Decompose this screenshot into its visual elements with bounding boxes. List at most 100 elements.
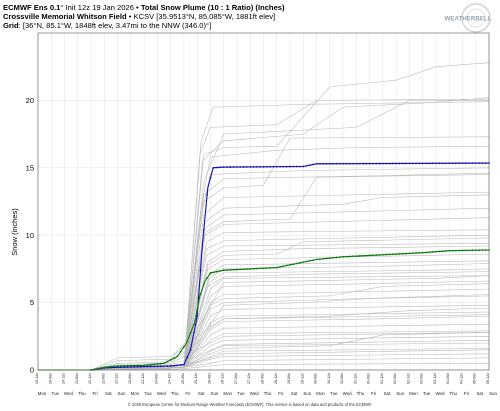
station-name: Crossville Memorial Whitson Field <box>3 12 127 21</box>
control-point <box>169 365 172 367</box>
control-point <box>408 162 411 165</box>
control-point <box>411 162 414 165</box>
x-date-tick-label: 20-12z <box>62 373 66 384</box>
control-point <box>418 162 421 165</box>
mean-point <box>381 253 384 256</box>
mean-point <box>186 340 189 343</box>
mean-point <box>179 350 182 353</box>
x-day-label: Sat <box>105 391 112 396</box>
control-point <box>176 364 179 367</box>
control-point <box>192 332 195 334</box>
mean-point <box>226 269 228 271</box>
control-point <box>186 356 189 359</box>
mean-point <box>153 363 155 366</box>
x-date-tick-label: 31-12z <box>353 373 357 384</box>
mean-point <box>106 366 109 368</box>
control-point <box>226 166 228 168</box>
control-point <box>458 162 461 165</box>
mean-point <box>375 254 378 256</box>
y-axis-label: Snow (inches) <box>10 208 19 256</box>
mean-point <box>415 252 417 254</box>
control-point <box>305 164 308 167</box>
x-date-tick-label: 04-12z <box>459 373 463 384</box>
x-date-tick-label: 21-12z <box>88 373 92 384</box>
control-point <box>338 162 341 165</box>
control-point <box>275 165 278 168</box>
mean-point <box>136 364 139 367</box>
control-point <box>345 162 348 165</box>
control-point <box>474 162 477 165</box>
control-point <box>461 162 464 165</box>
control-point <box>438 162 441 165</box>
control-point <box>249 166 252 168</box>
mean-point <box>468 249 471 252</box>
control-point <box>325 162 328 165</box>
mean-point <box>126 364 129 367</box>
x-date-tick-label: 29-12z <box>300 373 304 384</box>
mean-point <box>206 277 209 279</box>
mean-point <box>478 249 480 252</box>
x-date-tick-label: 01-12z <box>380 373 384 384</box>
mean-point <box>129 364 132 367</box>
mean-point <box>199 293 202 295</box>
mean-point <box>484 249 487 251</box>
control-point <box>149 365 152 368</box>
mean-point <box>133 364 136 367</box>
x-day-label: Thu <box>449 391 457 396</box>
weatherbell-logo-icon: WEATHERBELL <box>445 3 492 33</box>
mean-point <box>242 268 245 271</box>
control-point <box>239 166 242 168</box>
mean-point <box>299 261 301 264</box>
mean-point <box>292 263 295 266</box>
x-day-label: Wed <box>64 391 74 396</box>
control-point <box>435 162 437 165</box>
x-date-tick-label: 27-12z <box>247 373 251 384</box>
control-point <box>362 162 364 165</box>
control-point <box>441 162 444 165</box>
x-date-tick-label: 22-12z <box>115 373 119 384</box>
x-day-label: Tue <box>52 391 60 396</box>
mean-point <box>192 323 195 326</box>
mean-point <box>239 268 242 271</box>
x-day-label: Tue <box>144 391 152 396</box>
control-point <box>129 366 132 368</box>
control-point <box>262 165 265 168</box>
mean-point <box>285 264 288 267</box>
mean-point <box>116 365 119 367</box>
control-point <box>153 365 155 368</box>
control-point <box>352 162 354 165</box>
mean-point <box>103 366 106 369</box>
control-point <box>289 165 291 168</box>
x-date-tick-label: 29-00z <box>287 373 291 384</box>
control-point <box>139 365 142 368</box>
control-point <box>342 162 344 165</box>
copyright-footer: © 2026 European Centre for Medium-Range … <box>127 402 373 407</box>
mean-point <box>451 249 454 252</box>
mean-point <box>332 256 335 259</box>
x-date-tick-label: 26-00z <box>207 373 211 384</box>
x-date-tick-label: 28-12z <box>274 373 278 384</box>
mean-point <box>282 265 285 268</box>
control-point <box>295 165 298 168</box>
control-point <box>375 162 378 165</box>
title-product: Total Snow Plume (10 : 1 Ratio) (Inches) <box>140 3 285 12</box>
mean-point <box>305 260 308 263</box>
mean-point <box>265 267 268 269</box>
x-day-label: Sun <box>396 391 404 396</box>
control-point <box>451 162 454 165</box>
x-date-tick-label: 21-00z <box>75 373 79 384</box>
mean-point <box>372 254 374 257</box>
mean-point <box>219 270 222 272</box>
x-day-label: Sat <box>476 391 483 396</box>
mean-point <box>176 355 179 358</box>
mean-point <box>279 265 281 268</box>
control-point <box>302 165 305 168</box>
x-date-tick-label: 02-00z <box>393 373 397 384</box>
mean-point <box>431 251 434 253</box>
control-point <box>299 165 301 168</box>
x-day-label: Mon <box>131 391 140 396</box>
x-date-tick-label: 19-12z <box>35 373 39 384</box>
mean-point <box>232 268 235 271</box>
mean-point <box>435 250 437 253</box>
